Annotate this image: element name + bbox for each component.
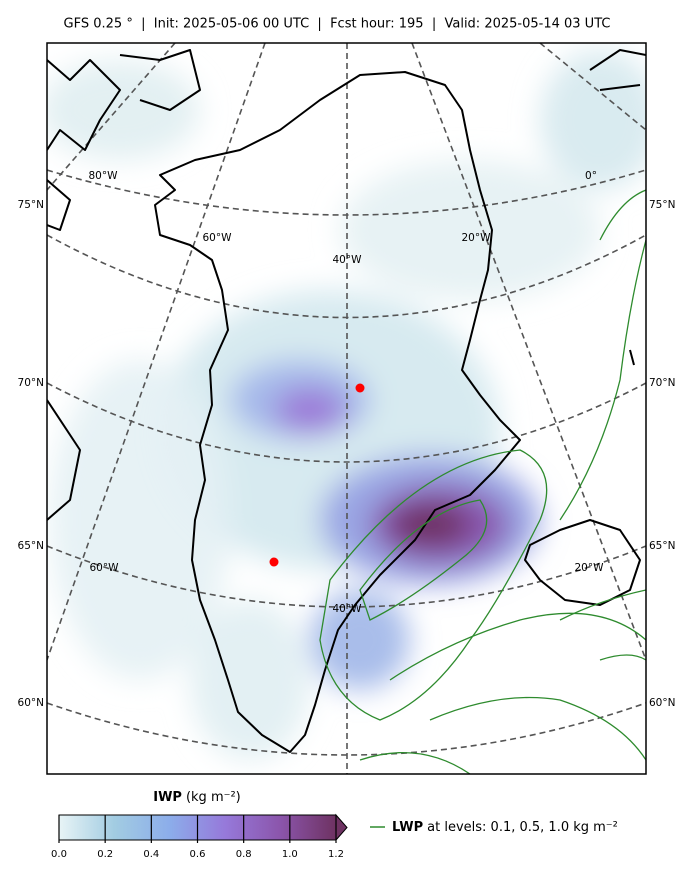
coastlines [47, 49, 646, 753]
colorbar-label-bold: IWP [153, 790, 182, 805]
lon-label: 60°W [203, 232, 233, 244]
lon-label: 20°W [575, 562, 605, 574]
lon-label: 40°W [333, 603, 363, 615]
lon-label: 40°W [333, 254, 363, 266]
map-labels: 75°N 75°N 70°N 70°N 65°N 65°N 60°N 60°N 80°W 0° 60… [18, 170, 676, 709]
colorbar-label: IWP (kg m⁻²) [153, 790, 241, 805]
lat-label: 60°N [18, 697, 44, 709]
colorbar-tick-label: 0.2 [97, 849, 113, 860]
colorbar-label-unit: (kg m⁻²) [186, 790, 241, 805]
colorbar: 0.0 0.2 0.4 0.6 0.8 1.0 1.2 [51, 813, 348, 860]
legend-text: LWP at levels: 0.1, 0.5, 1.0 kg m⁻² [392, 820, 618, 835]
colorbar-tick-label: 1.2 [328, 849, 344, 860]
lat-label: 70°N [18, 377, 44, 389]
colorbar-tick-label: 0.4 [143, 849, 159, 860]
marker [269, 557, 279, 567]
colorbar-tick-label: 0.0 [51, 849, 67, 860]
lon-label: 20°W [462, 232, 492, 244]
title: GFS 0.25 ° | Init: 2025-05-06 00 UTC | F… [64, 17, 611, 32]
lat-label: 75°N [18, 199, 44, 211]
lon-label: 60°W [90, 562, 120, 574]
lon-label: 80°W [89, 170, 119, 182]
lat-label: 70°N [649, 377, 675, 389]
colorbar-tick-label: 0.6 [190, 849, 206, 860]
lat-label: 65°N [649, 540, 675, 552]
marker [355, 383, 365, 393]
legend-bold: LWP [392, 820, 423, 835]
map [47, 43, 646, 774]
colorbar-tick-label: 0.8 [236, 849, 252, 860]
map-frame [46, 42, 647, 775]
colorbar-extension [335, 813, 348, 842]
legend-label: at levels: 0.1, 0.5, 1.0 kg m⁻² [427, 820, 618, 835]
lat-label: 75°N [649, 199, 675, 211]
lat-label: 60°N [649, 697, 675, 709]
lat-label: 65°N [18, 540, 44, 552]
lwp-contours [319, 189, 646, 774]
graticule [47, 43, 646, 774]
iwp-field [47, 50, 646, 760]
lon-label: 0° [585, 170, 597, 182]
colorbar-tick-label: 1.0 [282, 849, 298, 860]
